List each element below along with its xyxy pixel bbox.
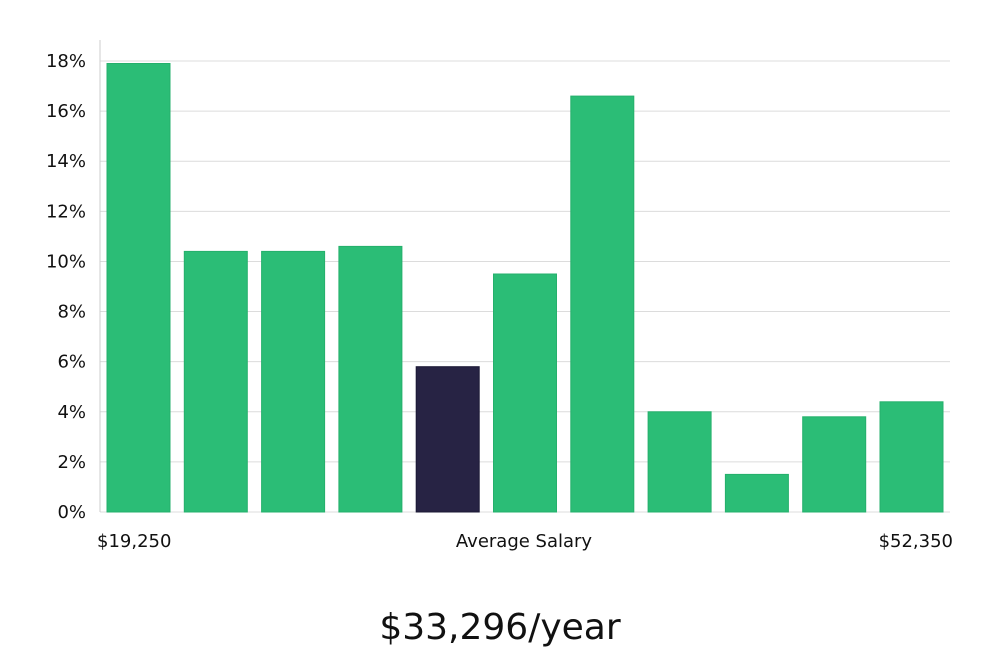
bar (802, 416, 867, 513)
bar (647, 411, 712, 513)
bar (261, 250, 326, 513)
x-max-label: $52,350 (879, 531, 953, 552)
y-tick-label: 10% (46, 251, 86, 272)
x-min-label: $19,250 (97, 531, 171, 552)
x-center-label: Average Salary (456, 531, 593, 552)
salary-histogram: 0% 2% 4% 6% 8% 10% 12% 14% 16% 18% $19,250 Averag… (46, 40, 953, 552)
y-tick-label: 6% (57, 352, 86, 373)
average-salary-value: $33,296/year (379, 607, 621, 648)
y-axis-ticks: 0% 2% 4% 6% 8% 10% 12% 14% 16% 18% (46, 51, 86, 523)
y-tick-label: 18% (46, 51, 86, 72)
bar (724, 473, 789, 513)
y-tick-label: 4% (57, 402, 86, 423)
y-tick-label: 12% (46, 201, 86, 222)
bars (106, 63, 944, 513)
y-tick-label: 14% (46, 151, 86, 172)
y-tick-label: 16% (46, 101, 86, 122)
y-tick-label: 8% (57, 302, 86, 323)
y-tick-label: 2% (57, 452, 86, 473)
bar (570, 95, 635, 513)
bar (493, 273, 557, 513)
bar (183, 250, 248, 513)
bar (338, 245, 403, 513)
bar (879, 401, 944, 513)
bar (106, 63, 171, 513)
y-tick-label: 0% (57, 502, 86, 523)
bar-highlighted (415, 366, 480, 513)
